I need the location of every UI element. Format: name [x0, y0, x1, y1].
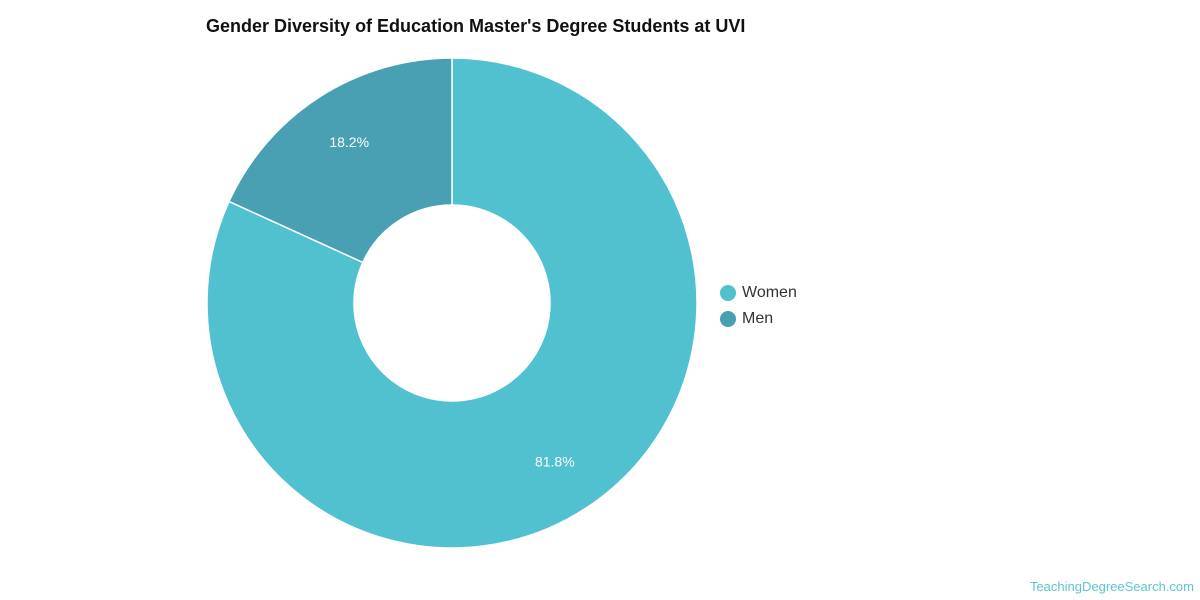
legend-swatch-women: [720, 285, 736, 301]
watermark: TeachingDegreeSearch.com: [1029, 579, 1194, 594]
legend: Women Men: [720, 280, 797, 332]
legend-item-women[interactable]: Women: [720, 280, 797, 306]
slice-women[interactable]: [206, 57, 698, 549]
legend-item-men[interactable]: Men: [720, 306, 797, 332]
slice-label-men: 18.2%: [329, 134, 369, 150]
chart-title: Gender Diversity of Education Master's D…: [206, 16, 746, 36]
legend-label-men: Men: [742, 310, 774, 327]
slice-men[interactable]: [228, 57, 453, 264]
slice-label-women: 81.8%: [535, 453, 575, 469]
legend-swatch-men: [720, 311, 736, 327]
legend-label-women: Women: [742, 284, 797, 301]
